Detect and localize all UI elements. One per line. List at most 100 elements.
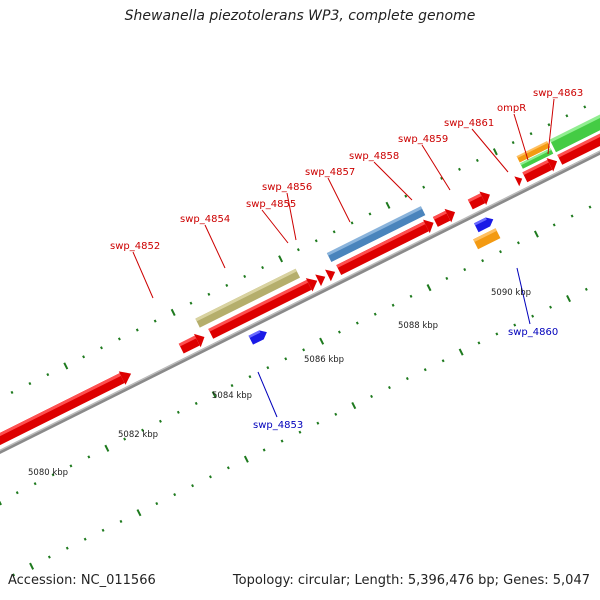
tick-mark: [549, 305, 552, 309]
feature-bar-orange-lower[interactable]: [473, 228, 501, 250]
feature-layer: [0, 112, 600, 452]
gene-bar-swp_4852[interactable]: [178, 330, 208, 355]
tick-mark: [176, 410, 180, 414]
gene-label-swp_4860[interactable]: swp_4860: [508, 327, 558, 338]
gene-bar-swp_4859[interactable]: [467, 188, 493, 211]
tick-mark: [119, 519, 123, 523]
gene-bar-swp_4854[interactable]: [207, 274, 320, 341]
gene-label-swp_4858[interactable]: swp_4858: [349, 151, 399, 162]
tick-mark: [191, 484, 195, 488]
leader-line: [286, 192, 297, 241]
tick-mark: [385, 201, 391, 209]
tick-mark: [104, 444, 110, 452]
tick-label: 5080 kbp: [28, 468, 68, 478]
tick-label: 5086 kbp: [304, 355, 344, 365]
tick-mark: [475, 158, 479, 163]
tick-mark: [302, 348, 306, 352]
leader-line: [327, 177, 351, 223]
gene-bar-swp_4858[interactable]: [432, 205, 458, 228]
tick-mark: [368, 212, 372, 216]
tick-label: 5088 kbp: [398, 321, 438, 331]
gene-bar-swp_4863[interactable]: [557, 128, 600, 165]
gene-bar-left-forward[interactable]: [0, 367, 134, 452]
tick-mark: [153, 319, 157, 323]
tick-mark: [584, 287, 588, 291]
tick-mark: [69, 464, 73, 468]
tick-mark: [314, 239, 318, 243]
tick-mark: [588, 205, 592, 209]
tick-mark: [33, 482, 37, 486]
tick-mark: [404, 194, 408, 198]
tick-mark: [135, 328, 139, 332]
tick-mark: [337, 330, 341, 334]
tick-mark: [248, 375, 252, 379]
gene-bar-swp_4855[interactable]: [315, 271, 328, 287]
feature-bar-steelblue[interactable]: [326, 206, 426, 263]
tick-mark: [552, 223, 556, 227]
tick-mark: [409, 294, 413, 298]
tick-mark: [278, 255, 284, 263]
leader-line: [516, 267, 531, 325]
leader-line: [373, 161, 413, 201]
leader-line: [204, 224, 226, 269]
tick-mark: [12, 573, 16, 577]
tick-mark: [207, 292, 211, 296]
gene-label-swp_4859[interactable]: swp_4859: [398, 134, 448, 145]
gene-label-swp_4861[interactable]: swp_4861: [444, 118, 494, 129]
tick-mark: [531, 314, 535, 318]
tick-mark: [173, 493, 177, 497]
tick-mark: [280, 439, 284, 443]
gene-bar-ompR[interactable]: [522, 154, 561, 183]
tick-mark: [355, 321, 359, 325]
feature-bar-orange-upper[interactable]: [516, 141, 551, 163]
gene-label-ompR[interactable]: ompR: [497, 103, 526, 114]
tick-mark: [516, 241, 520, 245]
tick-mark: [230, 383, 234, 388]
gene-label-swp_4857[interactable]: swp_4857: [305, 167, 355, 178]
tick-mark: [87, 455, 91, 459]
gene-label-swp_4853[interactable]: swp_4853: [253, 420, 303, 431]
gene-label-swp_4856[interactable]: swp_4856: [262, 182, 312, 193]
gene-bar-swp_4853[interactable]: [248, 328, 270, 345]
tick-mark: [477, 341, 481, 345]
tick-mark: [100, 346, 103, 350]
feature-bar-olive[interactable]: [195, 268, 301, 328]
leader-line: [471, 128, 509, 173]
tick-mark: [422, 185, 426, 189]
tick-mark: [170, 308, 176, 316]
gene-label-swp_4855[interactable]: swp_4855: [246, 199, 296, 210]
leader-lines: [132, 98, 555, 418]
tick-mark: [243, 455, 249, 463]
tick-mark: [29, 562, 35, 570]
tick-mark: [101, 528, 105, 532]
tick-mark: [123, 437, 127, 441]
tick-mark: [155, 501, 159, 506]
gene-bar-swp_4856[interactable]: [325, 266, 338, 282]
tick-mark: [513, 323, 517, 327]
feature-bar-green-long[interactable]: [549, 112, 600, 153]
gene-bar-swp_4860[interactable]: [474, 215, 495, 233]
gene-label-swp_4852[interactable]: swp_4852: [110, 241, 160, 252]
tick-mark: [319, 337, 325, 345]
tick-mark: [296, 248, 300, 252]
tick-mark: [458, 167, 461, 171]
tick-mark: [158, 419, 162, 423]
gene-bar-swp_4861[interactable]: [514, 174, 524, 187]
tick-mark: [194, 401, 198, 405]
gene-bar-swp_4857[interactable]: [335, 216, 437, 277]
gene-label-swp_4854[interactable]: swp_4854: [180, 214, 230, 225]
tick-label: 5090 kbp: [491, 288, 531, 298]
tick-mark: [225, 283, 229, 287]
leader-line: [261, 209, 289, 244]
tick-rows: [0, 105, 592, 577]
tick-mark: [51, 473, 55, 477]
tick-mark: [426, 284, 432, 292]
tick-mark: [211, 391, 217, 399]
tick-mark: [266, 366, 270, 370]
feature-bar-green-short[interactable]: [520, 148, 554, 169]
tick-mark: [209, 475, 212, 479]
leader-line: [421, 144, 451, 191]
gene-label-swp_4863[interactable]: swp_4863: [533, 88, 583, 99]
tick-mark: [370, 394, 374, 399]
